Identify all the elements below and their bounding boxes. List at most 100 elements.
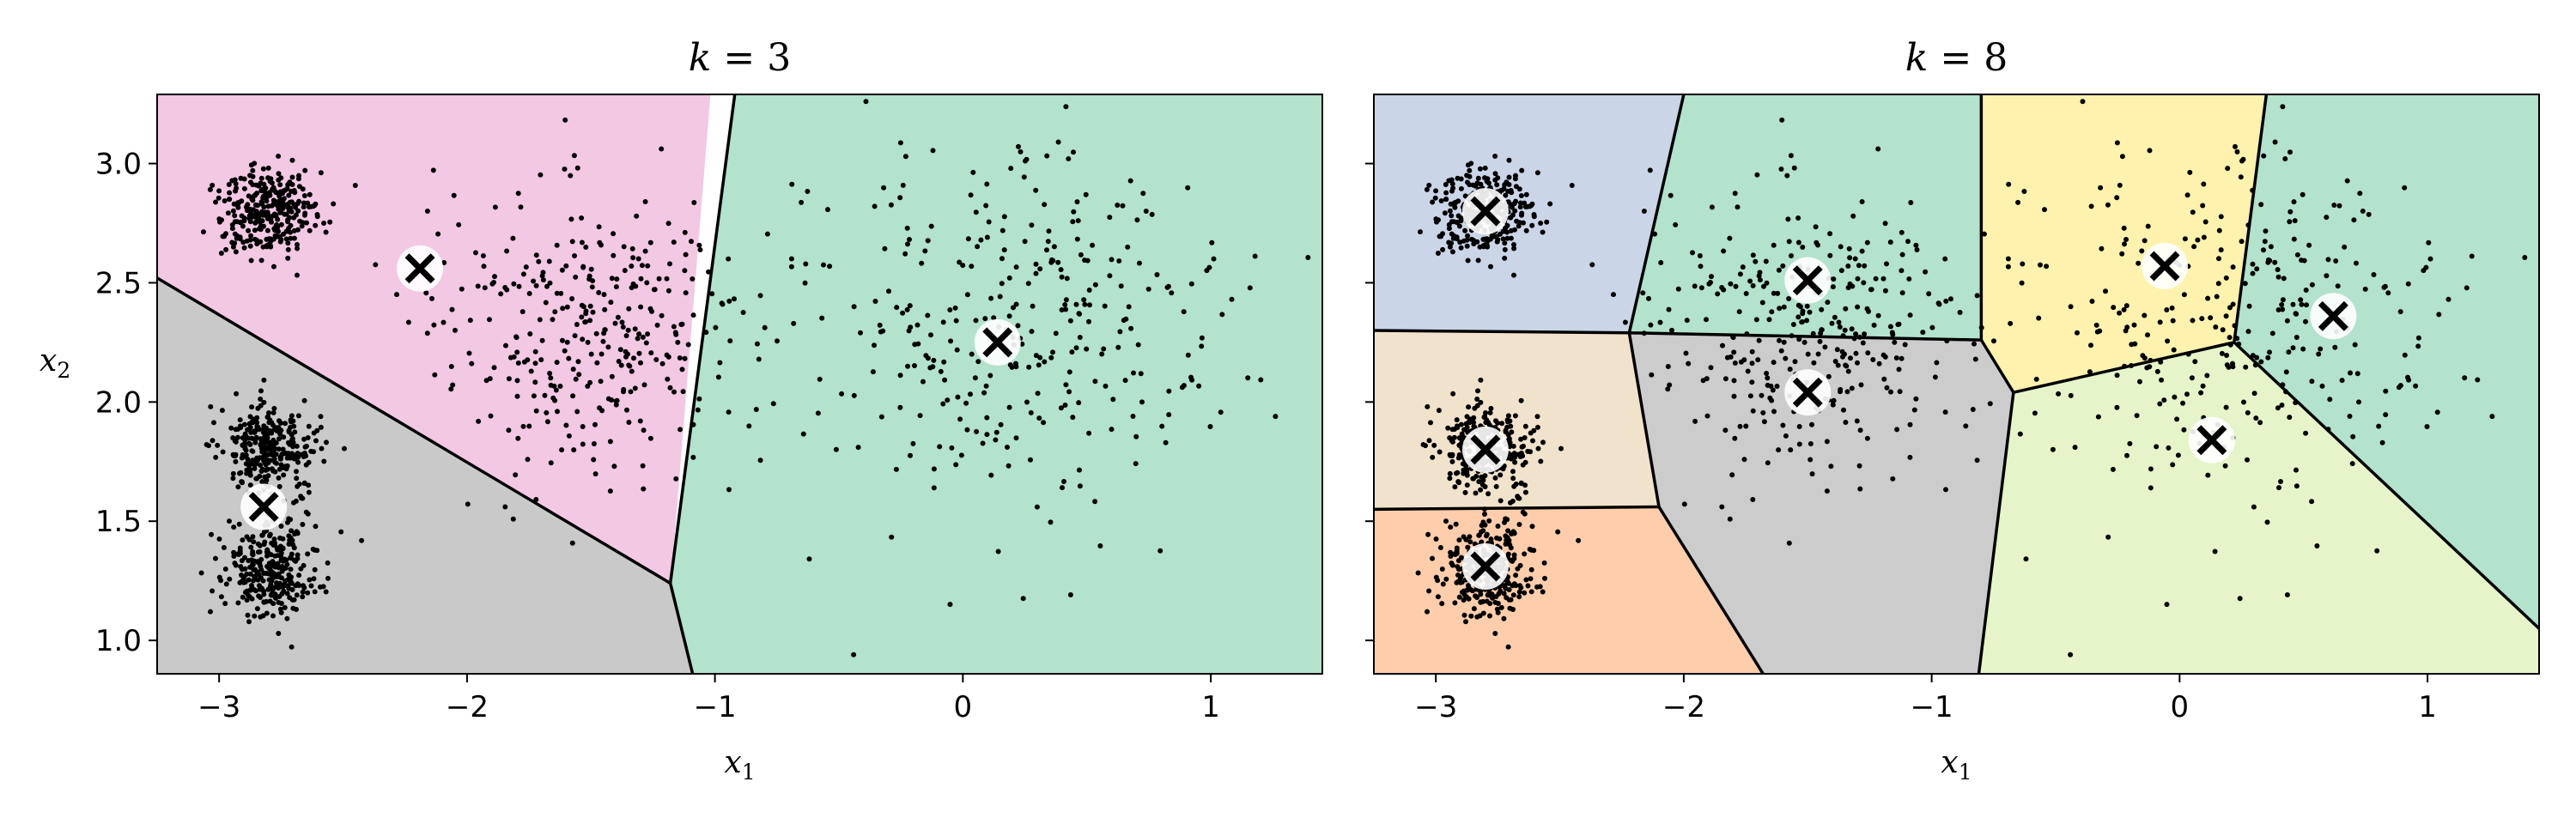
data-point xyxy=(284,591,290,597)
data-point xyxy=(2303,288,2309,293)
data-point xyxy=(2223,404,2229,410)
data-point xyxy=(2093,322,2099,328)
data-point xyxy=(1477,166,1483,172)
data-point xyxy=(1530,438,1535,444)
data-point xyxy=(1466,404,1472,410)
data-point xyxy=(291,235,297,241)
data-point xyxy=(679,367,685,373)
data-point xyxy=(1066,369,1072,375)
data-point xyxy=(1804,318,1810,324)
data-point xyxy=(1866,308,1871,314)
data-point xyxy=(762,324,768,330)
data-point xyxy=(643,340,649,346)
data-point xyxy=(555,409,560,415)
data-point xyxy=(2354,260,2359,266)
data-point xyxy=(2239,239,2245,245)
data-point xyxy=(1665,364,1671,369)
data-point xyxy=(999,281,1005,287)
data-point xyxy=(907,237,912,242)
data-point xyxy=(492,204,498,210)
data-point xyxy=(215,442,221,448)
data-point xyxy=(2119,251,2125,257)
data-point xyxy=(250,448,256,454)
data-point xyxy=(256,216,262,222)
data-point xyxy=(448,364,454,369)
data-point xyxy=(988,295,994,301)
data-point xyxy=(1252,253,1258,259)
data-point xyxy=(1157,548,1163,554)
data-point xyxy=(1035,391,1041,397)
data-point xyxy=(1522,459,1528,465)
data-point xyxy=(870,369,876,375)
data-point xyxy=(585,384,591,389)
data-point xyxy=(276,154,282,159)
data-point xyxy=(690,276,696,282)
data-point xyxy=(1518,397,1524,403)
data-point xyxy=(1477,613,1483,619)
x-tick-label: −3 xyxy=(1414,690,1457,724)
data-point xyxy=(1107,273,1113,279)
data-point xyxy=(1245,375,1251,381)
data-point xyxy=(641,382,647,388)
data-point xyxy=(1795,314,1801,320)
data-point xyxy=(352,183,358,188)
data-point xyxy=(473,250,478,256)
data-point xyxy=(2280,297,2286,303)
data-point xyxy=(373,262,379,268)
data-point xyxy=(1722,376,1728,382)
data-point xyxy=(2227,342,2233,348)
data-point xyxy=(1911,407,1917,413)
data-point xyxy=(276,193,283,199)
centroid-marker xyxy=(1461,543,1509,590)
data-point xyxy=(1506,587,1512,592)
data-point xyxy=(1511,552,1517,558)
data-point xyxy=(2252,362,2258,368)
data-point xyxy=(327,219,333,225)
data-point xyxy=(1896,367,1902,373)
data-point xyxy=(289,157,295,163)
data-point xyxy=(638,304,644,310)
data-point xyxy=(292,531,298,536)
data-point xyxy=(487,317,492,323)
data-point xyxy=(2245,457,2250,463)
data-point xyxy=(1442,210,1448,216)
data-point xyxy=(544,419,550,425)
data-point xyxy=(1738,359,1744,365)
data-point xyxy=(1145,286,1151,292)
data-point xyxy=(271,405,277,411)
data-point xyxy=(249,212,255,218)
data-point xyxy=(2300,191,2306,197)
data-point xyxy=(264,610,270,616)
data-point xyxy=(1133,461,1139,467)
data-point xyxy=(1522,482,1528,488)
data-point xyxy=(2192,359,2198,365)
data-point xyxy=(1858,382,1864,388)
data-point xyxy=(993,429,999,435)
data-point xyxy=(1428,420,1433,426)
data-point xyxy=(596,224,602,230)
data-point xyxy=(507,354,513,360)
x-tick-label: −3 xyxy=(197,690,240,724)
data-point xyxy=(1771,360,1777,366)
data-point xyxy=(893,466,899,472)
data-point xyxy=(1087,302,1092,308)
data-point xyxy=(715,374,721,380)
decision-boundary-4 xyxy=(1627,331,1661,509)
data-point xyxy=(858,330,863,336)
data-point xyxy=(222,198,228,203)
data-point xyxy=(1076,400,1082,406)
data-point xyxy=(278,575,284,581)
data-point xyxy=(258,566,264,573)
data-point xyxy=(1199,335,1205,341)
data-point xyxy=(1894,427,1900,433)
data-point xyxy=(450,382,456,388)
data-point xyxy=(963,400,969,406)
data-point xyxy=(1013,264,1019,270)
data-point xyxy=(1446,221,1452,227)
data-point xyxy=(1974,293,1980,299)
data-point xyxy=(264,198,270,204)
data-point xyxy=(905,363,911,369)
data-point xyxy=(576,372,582,378)
data-point xyxy=(1439,566,1445,572)
data-point xyxy=(1731,378,1737,384)
